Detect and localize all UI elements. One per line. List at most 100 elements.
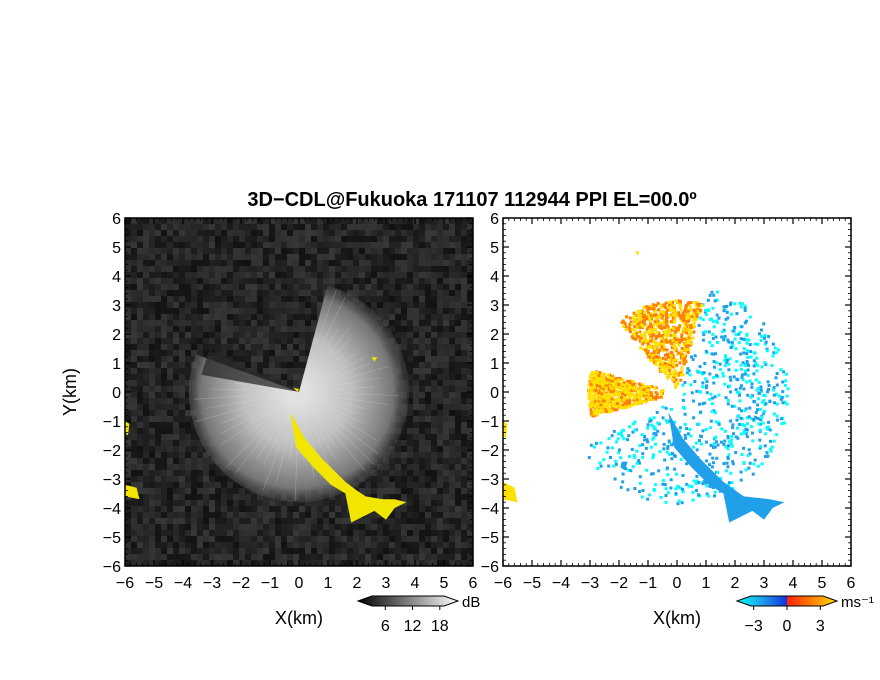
velocity-pixel xyxy=(662,330,666,334)
velocity-pixel xyxy=(749,355,753,359)
noise-cell xyxy=(251,284,257,290)
noise-cell xyxy=(233,260,239,266)
velocity-pixel xyxy=(676,502,680,506)
chart-title: 3D−CDL@Fukuoka 171107 112944 PPI EL=00.0… xyxy=(247,189,696,211)
noise-cell xyxy=(431,374,437,380)
noise-cell xyxy=(167,452,173,458)
noise-cell xyxy=(317,524,323,530)
noise-cell xyxy=(419,458,425,464)
velocity-pixel xyxy=(653,426,657,430)
noise-cell xyxy=(173,224,179,230)
velocity-pixel xyxy=(599,464,603,468)
noise-cell xyxy=(227,320,233,326)
noise-cell xyxy=(425,278,431,284)
noise-cell xyxy=(185,512,191,518)
noise-cell xyxy=(395,302,401,308)
noise-cell xyxy=(137,446,143,452)
noise-cell xyxy=(437,392,443,398)
noise-cell xyxy=(167,362,173,368)
noise-cell xyxy=(125,506,131,512)
noise-cell xyxy=(161,488,167,494)
noise-cell xyxy=(305,500,311,506)
velocity-pixel xyxy=(721,374,725,378)
noise-cell xyxy=(173,248,179,254)
velocity-pixel xyxy=(664,301,668,305)
noise-cell xyxy=(449,338,455,344)
noise-cell xyxy=(437,410,443,416)
velocity-pixel xyxy=(730,481,734,485)
velocity-pixel xyxy=(685,371,689,375)
x-tick-label: 6 xyxy=(469,575,478,592)
velocity-pixel xyxy=(676,484,680,488)
noise-cell xyxy=(251,302,257,308)
noise-cell xyxy=(161,302,167,308)
velocity-pixel xyxy=(698,365,702,369)
velocity-pixel xyxy=(713,494,717,498)
velocity-pixel xyxy=(769,447,773,451)
noise-cell xyxy=(311,530,317,536)
noise-cell xyxy=(377,278,383,284)
velocity-pixel xyxy=(772,386,776,390)
velocity-pixel xyxy=(680,366,684,370)
noise-cell xyxy=(281,542,287,548)
noise-cell xyxy=(209,314,215,320)
velocity-pixel xyxy=(652,313,656,317)
velocity-pixel xyxy=(633,456,637,460)
velocity-pixel xyxy=(728,375,732,379)
noise-cell xyxy=(311,308,317,314)
noise-cell xyxy=(227,332,233,338)
noise-cell xyxy=(317,518,323,524)
noise-cell xyxy=(173,362,179,368)
echo-streak xyxy=(298,391,335,479)
noise-cell xyxy=(185,404,191,410)
noise-cell xyxy=(449,254,455,260)
noise-cell xyxy=(191,266,197,272)
noise-cell xyxy=(143,350,149,356)
noise-cell xyxy=(239,230,245,236)
noise-cell xyxy=(167,338,173,344)
noise-cell xyxy=(155,386,161,392)
noise-cell xyxy=(143,248,149,254)
noise-cell xyxy=(191,320,197,326)
velocity-pixel xyxy=(664,366,668,370)
velocity-pixel xyxy=(755,363,759,367)
velocity-pixel xyxy=(619,456,623,460)
noise-cell xyxy=(425,416,431,422)
noise-cell xyxy=(413,548,419,554)
noise-cell xyxy=(353,518,359,524)
noise-cell xyxy=(419,356,425,362)
velocity-pixel xyxy=(670,351,674,355)
noise-cell xyxy=(365,218,371,224)
echo-streak xyxy=(263,391,300,464)
noise-cell xyxy=(143,380,149,386)
velocity-pixel xyxy=(635,319,639,323)
velocity-pixel xyxy=(637,459,641,463)
noise-cell xyxy=(461,440,467,446)
velocity-pixel xyxy=(701,381,705,385)
noise-cell xyxy=(317,254,323,260)
noise-cell xyxy=(185,464,191,470)
noise-cell xyxy=(227,236,233,242)
noise-cell xyxy=(215,506,221,512)
noise-cell xyxy=(245,242,251,248)
noise-cell xyxy=(431,482,437,488)
velocity-pixel xyxy=(739,416,743,420)
noise-cell xyxy=(161,308,167,314)
noise-cell xyxy=(269,374,275,380)
noise-cell xyxy=(443,536,449,542)
velocity-pixel xyxy=(660,337,664,341)
noise-cell xyxy=(173,326,179,332)
noise-cell xyxy=(371,488,377,494)
noise-cell xyxy=(323,500,329,506)
noise-cell xyxy=(155,314,161,320)
echo-streak xyxy=(195,391,300,423)
highlight-region xyxy=(371,357,378,362)
noise-cell xyxy=(197,542,203,548)
noise-cell xyxy=(275,368,281,374)
noise-cell xyxy=(215,326,221,332)
noise-cell xyxy=(389,518,395,524)
noise-cell xyxy=(179,446,185,452)
noise-cell xyxy=(353,272,359,278)
noise-cell xyxy=(431,398,437,404)
noise-cell xyxy=(449,434,455,440)
